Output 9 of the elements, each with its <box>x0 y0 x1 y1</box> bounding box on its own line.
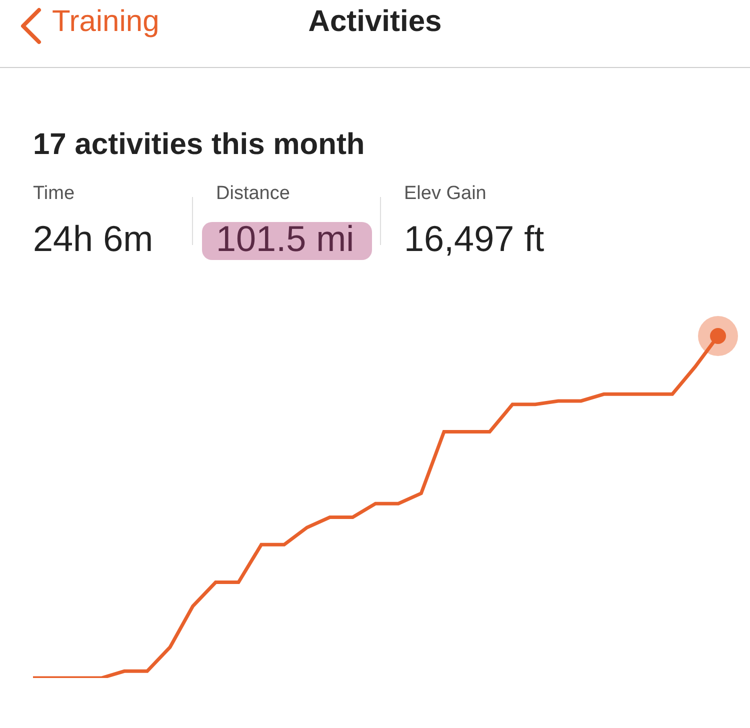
text: Time <box>33 183 75 205</box>
text: Distance <box>216 183 290 205</box>
chart-title: 17 activities this month <box>33 128 365 162</box>
text: Elev Gain <box>404 183 486 205</box>
text: Activities <box>308 5 442 38</box>
text: Training <box>52 5 160 39</box>
text: 101.5 mi <box>216 218 354 260</box>
text: 24h 6m <box>33 218 154 260</box>
text: 16,497 ft <box>404 218 544 260</box>
